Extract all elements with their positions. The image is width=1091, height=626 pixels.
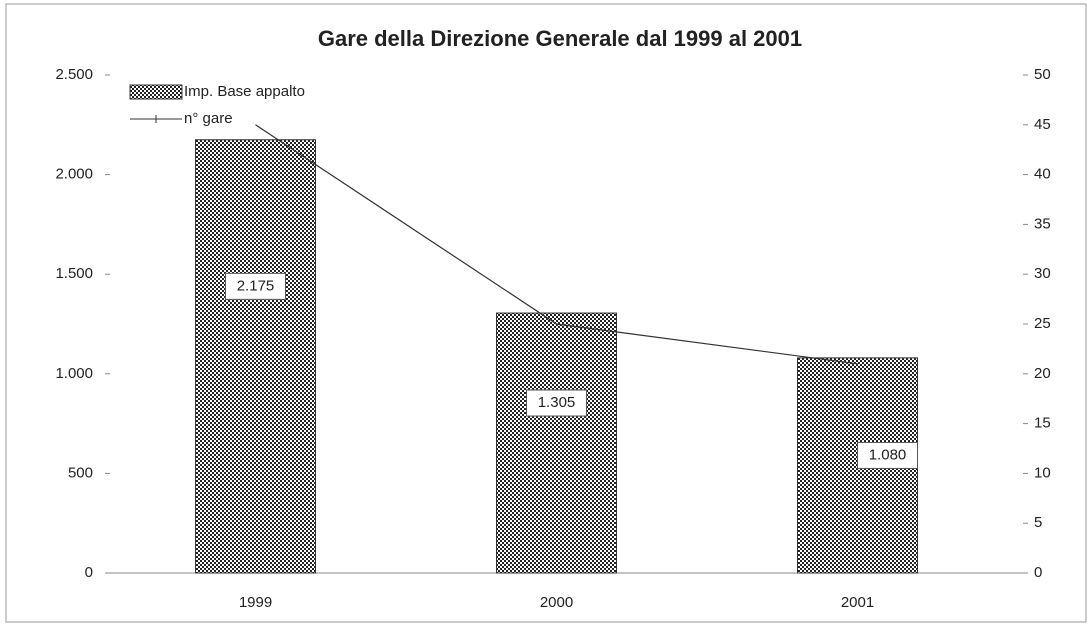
- legend-swatch: [129, 84, 183, 100]
- data-label-box: [857, 441, 918, 469]
- line-series: [255, 124, 858, 365]
- bar: [496, 312, 617, 574]
- y2-tick-label: 45: [1034, 116, 1051, 133]
- y-tick-label: 1.500: [55, 265, 93, 282]
- y-tick-label: 2.500: [55, 66, 93, 83]
- y2-tick-label: 25: [1034, 315, 1051, 332]
- data-label-box: [526, 389, 587, 417]
- y2-tick-label: 20: [1034, 365, 1051, 382]
- x-tick-label: 1999: [239, 594, 272, 611]
- y2-tick-label: 35: [1034, 215, 1051, 232]
- y2-tick-label: 50: [1034, 66, 1051, 83]
- y2-tick-label: 5: [1034, 514, 1042, 531]
- x-tick-label: 2000: [540, 594, 573, 611]
- y2-tick-label: 15: [1034, 415, 1051, 432]
- y-tick-label: 500: [68, 464, 93, 481]
- y2-tick-label: 0: [1034, 564, 1042, 581]
- y2-tick-label: 30: [1034, 265, 1051, 282]
- y2-tick-label: 10: [1034, 464, 1051, 481]
- data-label: 2.175: [237, 277, 275, 294]
- data-label: 1.305: [538, 394, 576, 411]
- data-label: 1.080: [869, 446, 907, 463]
- bar: [195, 139, 316, 574]
- x-tick-label: 2001: [841, 594, 874, 611]
- y-tick-label: 2.000: [55, 166, 93, 183]
- data-label-box: [225, 272, 286, 300]
- legend-label: n° gare: [184, 110, 233, 127]
- y-tick-label: 0: [85, 564, 93, 581]
- chart-border: [5, 3, 1087, 623]
- legend-label: Imp. Base appalto: [184, 83, 305, 100]
- y-tick-label: 1.000: [55, 365, 93, 382]
- y2-tick-label: 40: [1034, 166, 1051, 183]
- chart-title: Gare della Direzione Generale dal 1999 a…: [318, 26, 802, 51]
